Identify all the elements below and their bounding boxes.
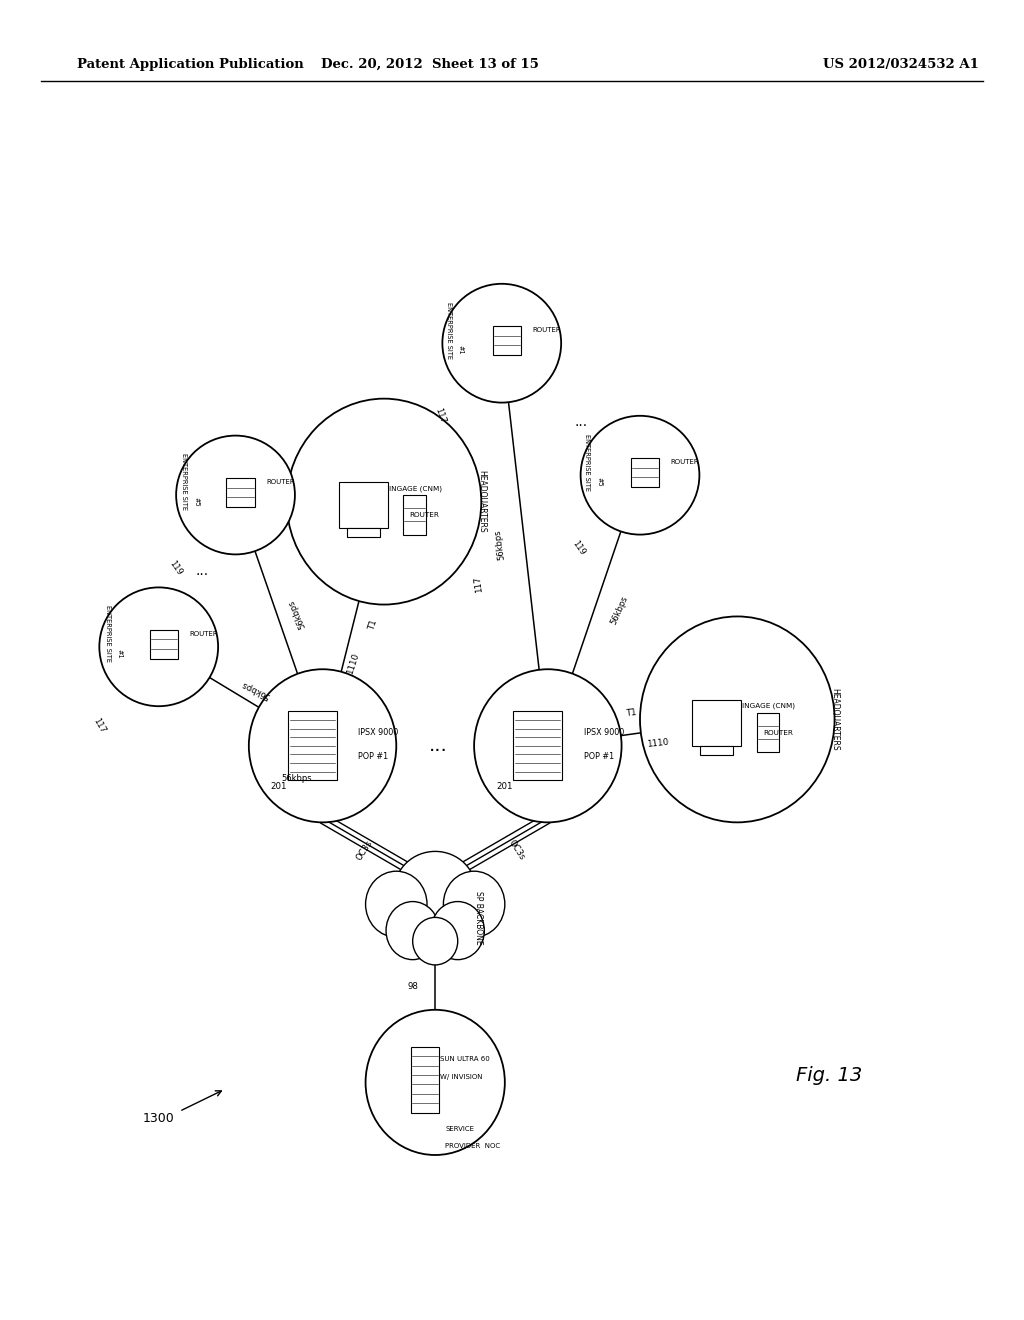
Bar bbox=[700, 746, 733, 755]
Text: SUN ULTRA 60: SUN ULTRA 60 bbox=[440, 1056, 490, 1061]
Text: 119: 119 bbox=[570, 539, 587, 557]
Text: 117: 117 bbox=[433, 407, 447, 425]
Text: ...: ... bbox=[429, 737, 447, 755]
Text: 119: 119 bbox=[168, 558, 184, 577]
Ellipse shape bbox=[386, 902, 439, 960]
Text: SP BACKBONE: SP BACKBONE bbox=[474, 891, 482, 944]
Text: OC3s: OC3s bbox=[354, 838, 375, 862]
Bar bbox=[411, 1047, 439, 1113]
Text: ...: ... bbox=[574, 416, 588, 429]
Text: 98: 98 bbox=[408, 982, 418, 991]
Text: 56kbps: 56kbps bbox=[282, 775, 312, 783]
Bar bbox=[150, 630, 178, 659]
Text: INGAGE (CNM): INGAGE (CNM) bbox=[389, 486, 442, 491]
Text: ROUTER: ROUTER bbox=[671, 459, 699, 465]
Text: Patent Application Publication: Patent Application Publication bbox=[77, 58, 303, 71]
Bar bbox=[226, 478, 255, 507]
Bar bbox=[347, 528, 380, 537]
Text: ROUTER: ROUTER bbox=[763, 730, 793, 735]
Text: T1: T1 bbox=[627, 708, 638, 718]
Text: OC3s: OC3s bbox=[507, 838, 527, 862]
Text: 1110: 1110 bbox=[646, 738, 670, 748]
Ellipse shape bbox=[413, 917, 458, 965]
Text: ROUTER: ROUTER bbox=[266, 479, 295, 484]
Text: HEADQUARTERS: HEADQUARTERS bbox=[477, 470, 485, 533]
Text: SERVICE: SERVICE bbox=[445, 1126, 474, 1131]
Ellipse shape bbox=[394, 851, 476, 931]
Bar bbox=[513, 711, 562, 780]
Ellipse shape bbox=[431, 902, 484, 960]
Ellipse shape bbox=[366, 1010, 505, 1155]
Text: ENTERPRISE SITE: ENTERPRISE SITE bbox=[445, 301, 452, 359]
Ellipse shape bbox=[443, 871, 505, 937]
Text: US 2012/0324532 A1: US 2012/0324532 A1 bbox=[823, 58, 979, 71]
Text: 1110: 1110 bbox=[346, 652, 360, 675]
Ellipse shape bbox=[99, 587, 218, 706]
Text: T1: T1 bbox=[368, 618, 380, 630]
Text: ROUTER: ROUTER bbox=[410, 512, 439, 517]
Bar bbox=[403, 495, 426, 535]
Text: POP #1: POP #1 bbox=[584, 752, 613, 760]
Text: PROVIDER  NOC: PROVIDER NOC bbox=[445, 1143, 501, 1148]
Ellipse shape bbox=[581, 416, 699, 535]
Ellipse shape bbox=[442, 284, 561, 403]
Text: W/ INVISION: W/ INVISION bbox=[440, 1074, 483, 1080]
Text: HEADQUARTERS: HEADQUARTERS bbox=[830, 688, 839, 751]
Text: ENTERPRISE SITE: ENTERPRISE SITE bbox=[584, 433, 590, 491]
Text: 56kbps: 56kbps bbox=[241, 678, 271, 701]
Text: #1: #1 bbox=[117, 648, 123, 659]
Bar bbox=[288, 711, 337, 780]
Text: IPSX 9000: IPSX 9000 bbox=[358, 729, 398, 737]
Text: 117: 117 bbox=[473, 576, 484, 593]
Ellipse shape bbox=[640, 616, 835, 822]
Text: Fig. 13: Fig. 13 bbox=[797, 1067, 862, 1085]
Text: #5: #5 bbox=[194, 496, 200, 507]
Text: 1300: 1300 bbox=[142, 1111, 175, 1125]
Text: IPSX 9000: IPSX 9000 bbox=[584, 729, 624, 737]
Text: ...: ... bbox=[196, 564, 209, 578]
Text: POP #1: POP #1 bbox=[358, 752, 388, 760]
Text: 56kbps: 56kbps bbox=[287, 598, 308, 630]
Text: ROUTER: ROUTER bbox=[189, 631, 218, 636]
Text: 201: 201 bbox=[497, 783, 513, 791]
Text: 56kbps: 56kbps bbox=[493, 529, 506, 560]
Text: ENTERPRISE SITE: ENTERPRISE SITE bbox=[104, 605, 111, 663]
Ellipse shape bbox=[176, 436, 295, 554]
Text: INGAGE (CNM): INGAGE (CNM) bbox=[742, 704, 796, 709]
Bar bbox=[692, 700, 741, 746]
Text: #5: #5 bbox=[596, 477, 602, 487]
Text: Dec. 20, 2012  Sheet 13 of 15: Dec. 20, 2012 Sheet 13 of 15 bbox=[322, 58, 539, 71]
Ellipse shape bbox=[474, 669, 622, 822]
Ellipse shape bbox=[287, 399, 481, 605]
Ellipse shape bbox=[249, 669, 396, 822]
Ellipse shape bbox=[366, 871, 427, 937]
Text: ENTERPRISE SITE: ENTERPRISE SITE bbox=[181, 453, 187, 511]
Text: ROUTER: ROUTER bbox=[532, 327, 561, 333]
Bar bbox=[757, 713, 779, 752]
Text: 201: 201 bbox=[270, 783, 287, 791]
Text: #1: #1 bbox=[458, 345, 464, 355]
Text: 117: 117 bbox=[91, 717, 108, 735]
Bar bbox=[339, 482, 388, 528]
Bar bbox=[631, 458, 659, 487]
Text: 56kbps: 56kbps bbox=[609, 595, 630, 626]
Bar bbox=[493, 326, 521, 355]
